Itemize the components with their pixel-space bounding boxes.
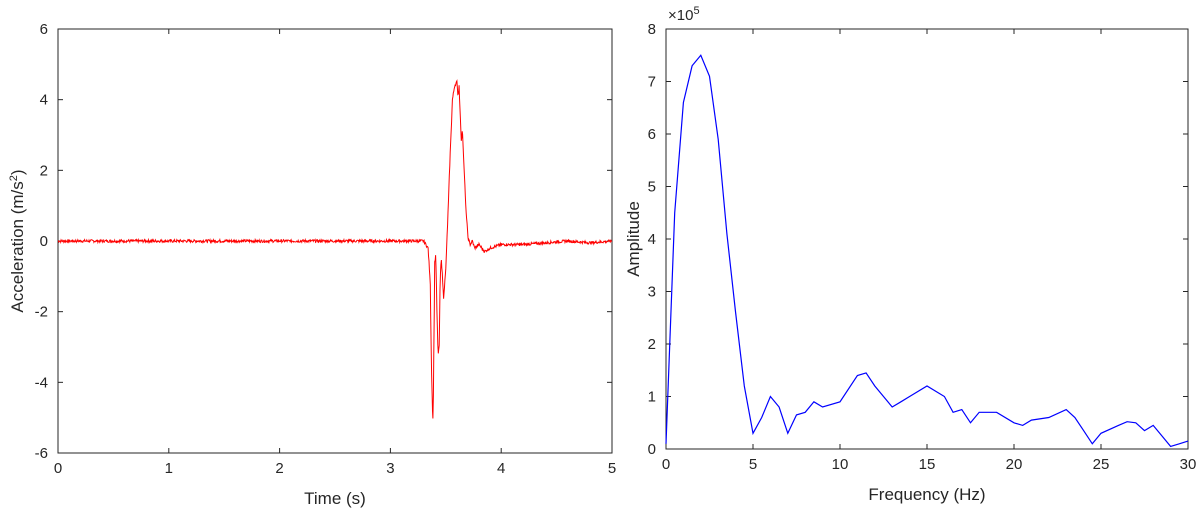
right-y-exponent: ×105: [668, 5, 700, 24]
left-y-tick-label: 2: [40, 162, 48, 179]
right-y-axis-label: Amplitude: [624, 201, 643, 277]
amplitude-line: [665, 54, 1189, 448]
right-tick-group: 0 5 10 15 20 25 30 0 1 2 3 4 5 6 7 8: [648, 21, 1197, 473]
left-x-tick-label: 2: [275, 460, 283, 477]
right-x-tick-label: 25: [1093, 456, 1110, 473]
left-x-axis-label: Time (s): [304, 489, 366, 508]
right-y-tick-label: 2: [648, 336, 656, 353]
left-y-tick-label: 0: [40, 233, 48, 250]
left-x-tick-label: 1: [165, 460, 173, 477]
left-y-tick-label: 6: [40, 21, 48, 38]
right-x-tick-label: 10: [832, 456, 849, 473]
right-y-tick-label: 6: [648, 126, 656, 143]
left-chart: 0 1 2 3 4 5 -6 -4 -2 0 2 4 6 Time (s) Acceleration (…: [8, 21, 616, 508]
right-y-tick-label: 8: [648, 21, 656, 38]
left-x-tick-label: 5: [608, 460, 616, 477]
right-y-tick-label: 3: [648, 284, 656, 301]
right-y-tick-label: 5: [648, 179, 656, 196]
left-y-tick-label: -6: [35, 445, 48, 462]
right-y-tick-label: 0: [648, 441, 656, 458]
right-x-tick-label: 5: [749, 456, 757, 473]
left-x-tick-label: 4: [497, 460, 505, 477]
left-y-tick-label: 4: [40, 92, 48, 109]
left-x-tick-label: 0: [54, 460, 62, 477]
left-y-axis-label: Acceleration (m/s2): [8, 169, 27, 312]
right-chart: 0 5 10 15 20 25 30 0 1 2 3 4 5 6 7 8 ×105 Frequency (Hz…: [624, 5, 1196, 504]
left-y-tick-label: -2: [35, 304, 48, 321]
right-x-tick-label: 0: [662, 456, 670, 473]
right-y-tick-label: 1: [648, 389, 656, 406]
left-y-tick-label: -4: [35, 374, 48, 391]
left-tick-group: 0 1 2 3 4 5 -6 -4 -2 0 2 4 6: [35, 21, 617, 477]
right-y-tick-label: 7: [648, 74, 656, 91]
right-y-tick-label: 4: [648, 231, 656, 248]
right-x-tick-label: 15: [919, 456, 936, 473]
right-x-tick-label: 30: [1180, 456, 1197, 473]
left-x-tick-label: 3: [386, 460, 394, 477]
acceleration-line: [57, 79, 612, 419]
right-x-axis-label: Frequency (Hz): [868, 485, 985, 504]
right-x-tick-label: 20: [1006, 456, 1023, 473]
